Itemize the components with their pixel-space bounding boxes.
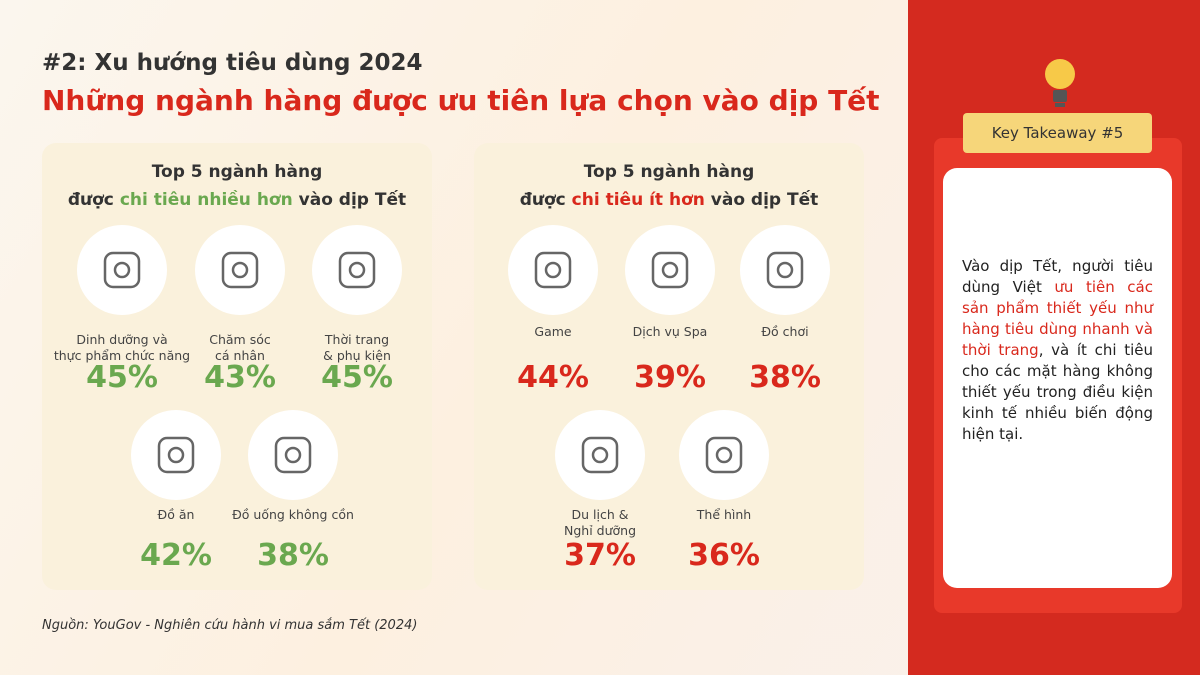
icon-circle bbox=[740, 225, 830, 315]
icon-circle bbox=[195, 225, 285, 315]
panel-heading: Top 5 ngành hàng được chi tiêu nhiều hơn … bbox=[42, 158, 432, 214]
heading-text: được bbox=[519, 190, 572, 210]
item-value: 38% bbox=[257, 538, 329, 573]
item-value: 45% bbox=[321, 360, 393, 395]
text: Vào dịp Tết, người tiêu dùng Việt bbox=[962, 257, 1153, 296]
icon-circle bbox=[679, 410, 769, 500]
item-value: 42% bbox=[140, 538, 212, 573]
icon bbox=[766, 251, 804, 289]
takeaway-text: Vào dịp Tết, người tiêu dùng Việt ưu tiê… bbox=[962, 256, 1153, 445]
heading-highlight: chi tiêu ít hơn bbox=[571, 190, 705, 210]
icon-circle bbox=[625, 225, 715, 315]
item-label: Đồ ăn bbox=[157, 507, 195, 522]
panel-heading: Top 5 ngành hàng được chi tiêu ít hơn vào… bbox=[474, 158, 864, 214]
heading-line: được chi tiêu nhiều hơn vào dịp Tết bbox=[42, 186, 432, 214]
source: Nguồn: YouGov - Nghiên cứu hành vi mua s… bbox=[42, 618, 418, 633]
heading-line: Top 5 ngành hàng bbox=[583, 162, 755, 182]
icon bbox=[338, 251, 376, 289]
text: , và ít chi tiêu cho các mặt hàng không … bbox=[962, 341, 1153, 443]
heading-text: vào dịp Tết bbox=[704, 190, 819, 210]
icon-circle bbox=[555, 410, 645, 500]
item-value: 37% bbox=[564, 538, 636, 573]
item-label: Thể hình bbox=[696, 507, 752, 522]
panel-less bbox=[474, 143, 864, 590]
icon-circle bbox=[131, 410, 221, 500]
item-label: Chăm sóc cá nhân bbox=[209, 332, 271, 363]
item-value: 36% bbox=[688, 538, 760, 573]
icon bbox=[581, 436, 619, 474]
bulb-icon bbox=[1045, 59, 1075, 107]
item-value: 45% bbox=[86, 360, 158, 395]
item-label: Dịch vụ Spa bbox=[632, 324, 708, 339]
item-value: 43% bbox=[204, 360, 276, 395]
icon bbox=[274, 436, 312, 474]
heading-line: Top 5 ngành hàng bbox=[151, 162, 323, 182]
subtitle: #2: Xu hướng tiêu dùng 2024 bbox=[42, 50, 423, 76]
item-label: Dinh dưỡng và thực phẩm chức năng bbox=[53, 332, 191, 363]
heading-line: được chi tiêu ít hơn vào dịp Tết bbox=[474, 186, 864, 214]
heading-text: vào dịp Tết bbox=[292, 190, 407, 210]
item-value: 44% bbox=[517, 360, 589, 395]
item-value: 38% bbox=[749, 360, 821, 395]
item-label: Đồ chơi bbox=[761, 324, 809, 339]
heading-text: được bbox=[67, 190, 120, 210]
icon bbox=[157, 436, 195, 474]
icon-circle bbox=[77, 225, 167, 315]
item-value: 39% bbox=[634, 360, 706, 395]
icon bbox=[705, 436, 743, 474]
icon bbox=[651, 251, 689, 289]
heading-highlight: chi tiêu nhiều hơn bbox=[119, 190, 293, 210]
panel-more bbox=[42, 143, 432, 590]
icon-circle bbox=[508, 225, 598, 315]
icon bbox=[534, 251, 572, 289]
icon-circle bbox=[248, 410, 338, 500]
icon bbox=[221, 251, 259, 289]
item-label: Game bbox=[534, 324, 572, 339]
icon-circle bbox=[312, 225, 402, 315]
item-label: Thời trang & phụ kiện bbox=[323, 332, 391, 363]
title: Những ngành hàng được ưu tiên lựa chọn v… bbox=[42, 84, 880, 117]
card bbox=[943, 168, 1172, 588]
icon bbox=[103, 251, 141, 289]
item-label: Du lịch & Nghỉ dưỡng bbox=[563, 507, 636, 538]
badge: Key Takeaway #5 bbox=[963, 113, 1152, 153]
highlight: ưu tiên các sản phẩm thiết yếu như hàng … bbox=[962, 278, 1153, 359]
item-label: Đồ uống không cồn bbox=[232, 507, 354, 522]
